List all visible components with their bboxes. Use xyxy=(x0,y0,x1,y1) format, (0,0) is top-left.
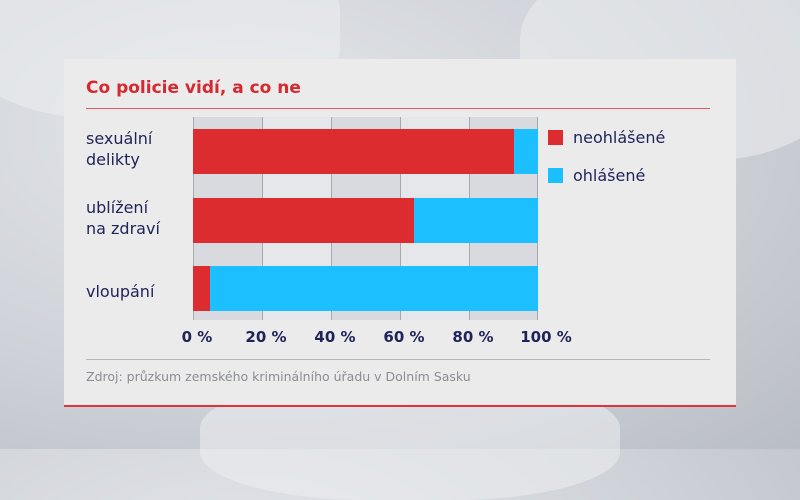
bar-segment-unreported xyxy=(193,266,211,311)
chart-title: Co policie vidí, a co ne xyxy=(86,78,301,98)
category-label-line: sexuální xyxy=(86,129,153,148)
x-tick-label: 40 % xyxy=(314,328,356,346)
legend-item-unreported: neohlášené xyxy=(548,128,665,147)
category-label-bodily-harm: ublížení na zdraví xyxy=(86,197,160,239)
bar-sexual-offenses xyxy=(193,129,538,174)
category-label-burglary: vloupání xyxy=(86,281,154,302)
bar-burglary xyxy=(193,266,538,311)
bar-segment-reported xyxy=(413,198,538,243)
x-tick-label: 0 % xyxy=(181,328,213,346)
bar-segment-reported xyxy=(210,266,538,311)
x-tick-label: 80 % xyxy=(452,328,494,346)
bar-segment-reported xyxy=(513,129,538,174)
plot-area xyxy=(193,117,538,320)
panel-bottom-accent-line xyxy=(64,405,736,407)
x-tick-label: 20 % xyxy=(245,328,287,346)
title-divider xyxy=(86,108,710,109)
bar-segment-unreported xyxy=(193,129,514,174)
category-label-line: ublížení xyxy=(86,198,149,217)
legend-label: ohlášené xyxy=(573,166,646,185)
category-label-line: vloupání xyxy=(86,282,155,301)
legend-label: neohlášené xyxy=(573,128,666,147)
legend-item-reported: ohlášené xyxy=(548,166,645,185)
x-tick-label: 60 % xyxy=(383,328,425,346)
x-tick-label: 100 % xyxy=(520,328,572,346)
source-note: Zdroj: průzkum zemského kriminálního úřa… xyxy=(86,369,471,384)
category-label-sexual-offenses: sexuální delikty xyxy=(86,128,152,170)
legend-swatch-red xyxy=(548,130,563,145)
category-label-line: na zdraví xyxy=(86,219,160,238)
bar-bodily-harm xyxy=(193,198,538,243)
source-divider xyxy=(86,359,710,360)
legend-swatch-blue xyxy=(548,168,563,183)
bar-segment-unreported xyxy=(193,198,414,243)
category-label-line: delikty xyxy=(86,150,140,169)
